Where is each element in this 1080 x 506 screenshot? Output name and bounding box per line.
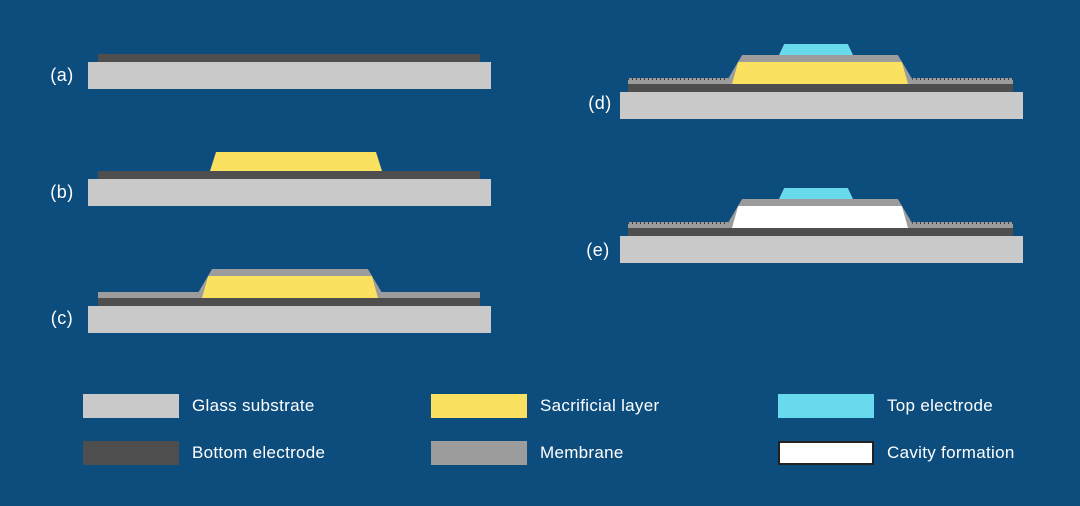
sacrificial-layer (732, 62, 908, 84)
legend-item-glass-substrate: Glass substrate (83, 394, 315, 418)
legend-label: Top electrode (887, 396, 993, 415)
legend-swatch-sacrificial-layer (431, 394, 527, 418)
sacrificial-layer (202, 276, 378, 298)
glass-substrate-layer (620, 92, 1023, 119)
legend-swatch-glass-substrate (83, 394, 179, 418)
sacrificial-layer (210, 152, 382, 171)
legend-item-top-electrode: Top electrode (778, 394, 993, 418)
bottom-electrode-layer (98, 54, 480, 62)
legend-item-cavity-formation: Cavity formation (778, 441, 1015, 465)
bottom-electrode-layer (98, 298, 480, 306)
bottom-electrode-layer (98, 171, 480, 179)
step-label-e: (e) (586, 240, 610, 260)
legend-swatch-top-electrode (778, 394, 874, 418)
glass-substrate-layer (88, 179, 491, 206)
legend-label: Glass substrate (192, 396, 315, 415)
legend-label: Cavity formation (887, 443, 1015, 462)
step-label-c: (c) (50, 308, 74, 328)
glass-substrate-layer (88, 62, 491, 89)
legend-label: Membrane (540, 443, 624, 462)
top-electrode-layer (779, 188, 853, 199)
step-label-b: (b) (50, 182, 74, 202)
legend-item-membrane: Membrane (431, 441, 624, 465)
bottom-electrode-layer (628, 228, 1013, 236)
glass-substrate-layer (620, 236, 1023, 263)
legend-swatch-cavity-formation (778, 441, 874, 465)
top-electrode-layer (779, 44, 853, 55)
legend-item-sacrificial-layer: Sacrificial layer (431, 394, 659, 418)
legend-swatch-membrane (431, 441, 527, 465)
bottom-electrode-layer (628, 84, 1013, 92)
legend-label: Sacrificial layer (540, 396, 660, 415)
step-label-a: (a) (50, 65, 74, 85)
glass-substrate-layer (88, 306, 491, 333)
legend-label: Bottom electrode (192, 443, 326, 462)
step-label-d: (d) (588, 93, 612, 113)
cavity-region (732, 206, 908, 228)
legend-swatch-bottom-electrode (83, 441, 179, 465)
legend-item-bottom-electrode: Bottom electrode (83, 441, 325, 465)
